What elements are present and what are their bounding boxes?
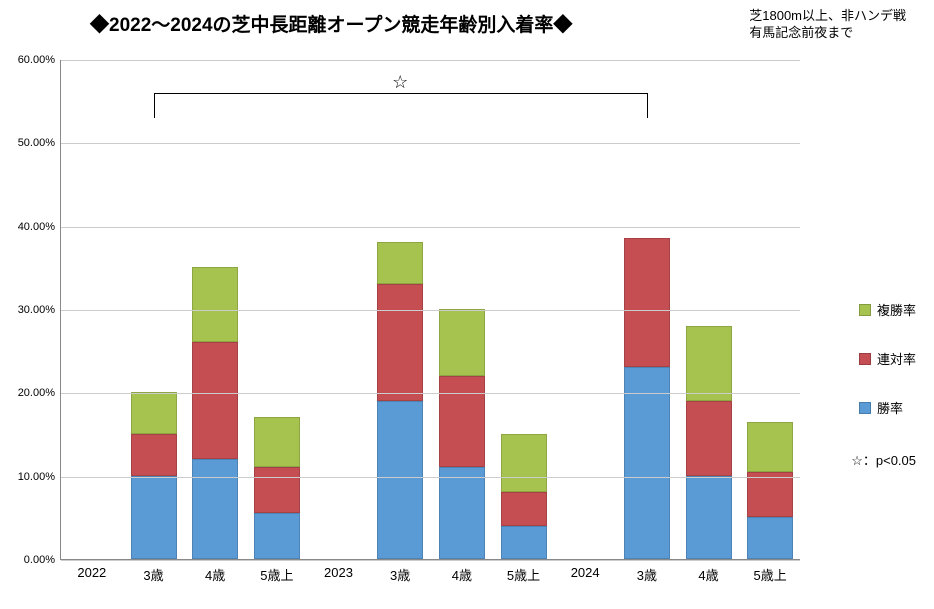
bar-segment-place bbox=[501, 492, 547, 525]
bar-segment-win bbox=[377, 401, 423, 559]
bar-segment-place bbox=[377, 284, 423, 401]
bar-segment-show bbox=[192, 267, 238, 342]
chart-container: ◆2022～2024の芝中長距離オープン競走年齢別入着率◆ 芝1800m以上、非… bbox=[0, 0, 934, 609]
significance-note: ☆：p<0.05 bbox=[851, 450, 916, 469]
significance-drop bbox=[647, 93, 648, 118]
x-year-label: 2023 bbox=[324, 565, 353, 580]
gridline bbox=[61, 227, 800, 228]
gridline bbox=[61, 393, 800, 394]
bar-segment-win bbox=[501, 526, 547, 559]
bar-segment-show bbox=[686, 326, 732, 401]
legend-swatch bbox=[859, 304, 871, 316]
significance-bracket bbox=[154, 93, 647, 94]
bar-segment-place bbox=[192, 342, 238, 459]
y-tick-label: 10.00% bbox=[18, 471, 55, 483]
bar-segment-show bbox=[131, 392, 177, 434]
legend-item-place: 連対率 bbox=[859, 349, 916, 368]
star-icon: ☆ bbox=[392, 72, 408, 93]
legend-label: 勝率 bbox=[877, 398, 903, 417]
x-age-label: 4歳 bbox=[452, 565, 472, 584]
gridline bbox=[61, 60, 800, 61]
bar-segment-win bbox=[747, 517, 793, 559]
gridline bbox=[61, 310, 800, 311]
gridline bbox=[61, 560, 800, 561]
chart-title: ◆2022～2024の芝中長距離オープン競走年齢別入着率◆ bbox=[90, 10, 572, 37]
bar-segment-place bbox=[686, 401, 732, 476]
legend: 複勝率連対率勝率 bbox=[859, 300, 916, 447]
bar-segment-show bbox=[747, 422, 793, 472]
legend-label: 連対率 bbox=[877, 349, 916, 368]
bar-segment-win bbox=[192, 459, 238, 559]
subtitle-line-2: 有馬記念前夜まで bbox=[749, 25, 906, 42]
bar-segment-place bbox=[747, 472, 793, 518]
bar-segment-win bbox=[439, 467, 485, 559]
gridline bbox=[61, 477, 800, 478]
bar-segment-win bbox=[686, 476, 732, 559]
x-age-label: 4歳 bbox=[698, 565, 718, 584]
y-tick-label: 0.00% bbox=[24, 554, 55, 566]
x-age-label: 3歳 bbox=[143, 565, 163, 584]
significance-drop bbox=[154, 93, 155, 118]
chart-subtitle: 芝1800m以上、非ハンデ戦 有馬記念前夜まで bbox=[749, 8, 906, 42]
bar-segment-win bbox=[254, 513, 300, 559]
x-year-label: 2024 bbox=[571, 565, 600, 580]
x-year-label: 2022 bbox=[77, 565, 106, 580]
bar-segment-place bbox=[624, 238, 670, 367]
bar-segment-win bbox=[131, 476, 177, 559]
gridline bbox=[61, 143, 800, 144]
legend-label: 複勝率 bbox=[877, 300, 916, 319]
legend-item-show: 複勝率 bbox=[859, 300, 916, 319]
bar-segment-place bbox=[439, 376, 485, 468]
legend-swatch bbox=[859, 402, 871, 414]
bar-segment-place bbox=[131, 434, 177, 476]
y-tick-label: 50.00% bbox=[18, 137, 55, 149]
bar-segment-show bbox=[439, 309, 485, 376]
bar-segment-show bbox=[501, 434, 547, 492]
x-age-label: 4歳 bbox=[205, 565, 225, 584]
x-age-label: 5歳上 bbox=[507, 565, 540, 584]
bar-segment-place bbox=[254, 467, 300, 513]
x-age-label: 5歳上 bbox=[754, 565, 787, 584]
subtitle-line-1: 芝1800m以上、非ハンデ戦 bbox=[749, 8, 906, 25]
bar-segment-show bbox=[254, 417, 300, 467]
bar-segment-win bbox=[624, 367, 670, 559]
legend-swatch bbox=[859, 353, 871, 365]
x-age-label: 3歳 bbox=[390, 565, 410, 584]
y-tick-label: 40.00% bbox=[18, 221, 55, 233]
x-age-label: 5歳上 bbox=[260, 565, 293, 584]
bar-segment-show bbox=[377, 242, 423, 284]
y-tick-label: 30.00% bbox=[18, 304, 55, 316]
y-tick-label: 60.00% bbox=[18, 54, 55, 66]
legend-item-win: 勝率 bbox=[859, 398, 916, 417]
y-tick-label: 20.00% bbox=[18, 387, 55, 399]
x-age-label: 3歳 bbox=[637, 565, 657, 584]
plot-area: 0.00%10.00%20.00%30.00%40.00%50.00%60.00… bbox=[60, 60, 800, 560]
